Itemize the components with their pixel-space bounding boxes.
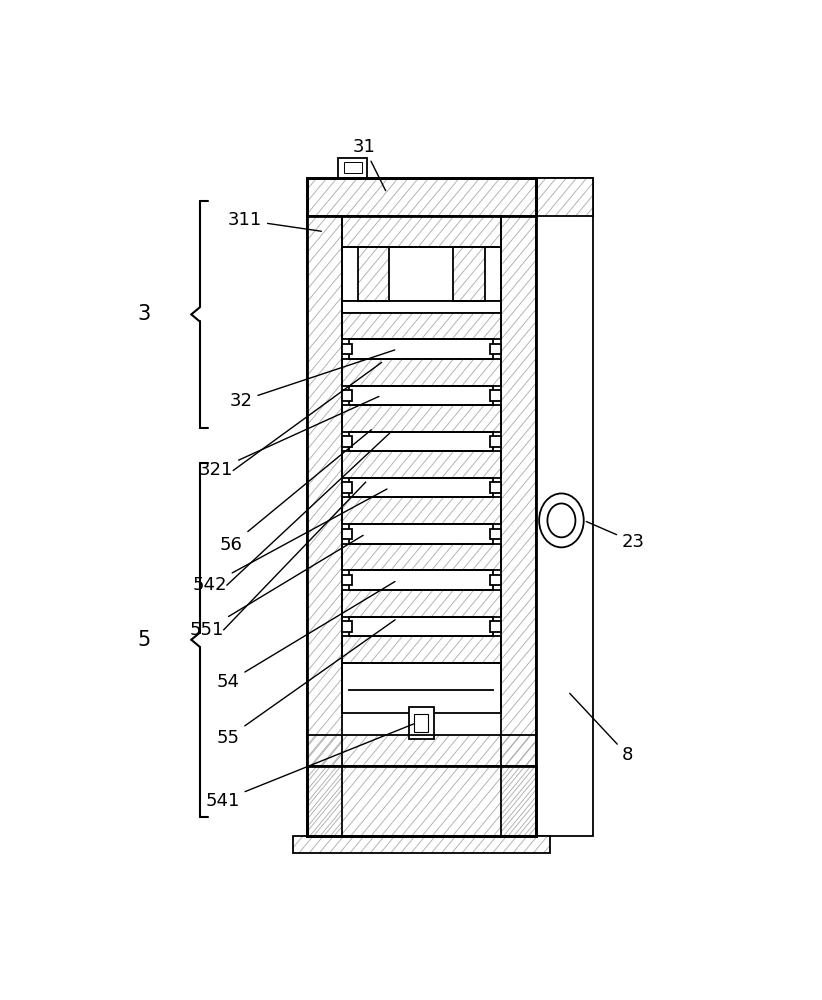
Bar	[342, 313, 501, 339]
Circle shape	[547, 503, 575, 537]
Bar	[349, 617, 493, 636]
Bar	[414, 714, 428, 732]
Circle shape	[539, 493, 584, 547]
Bar	[342, 313, 501, 339]
Bar	[307, 766, 536, 836]
Bar	[358, 247, 390, 301]
Bar	[342, 301, 501, 313]
Bar	[490, 344, 501, 354]
Bar	[490, 390, 501, 401]
Bar	[536, 178, 593, 836]
Bar	[349, 478, 493, 497]
Bar	[342, 590, 501, 617]
Text: 551: 551	[189, 535, 363, 639]
Bar	[307, 178, 536, 216]
Bar	[307, 766, 536, 836]
Text: 3: 3	[137, 304, 150, 324]
Text: 56: 56	[220, 430, 372, 554]
Bar	[490, 529, 501, 539]
Text: 32: 32	[229, 350, 395, 410]
Bar	[342, 405, 501, 432]
Bar	[342, 216, 501, 247]
Bar	[342, 436, 353, 447]
Text: 23: 23	[586, 522, 645, 551]
Bar	[293, 836, 550, 853]
Bar	[344, 162, 362, 173]
Text: 54: 54	[217, 582, 395, 691]
Bar	[342, 621, 353, 632]
Bar	[342, 451, 501, 478]
Text: 55: 55	[217, 620, 395, 747]
Bar	[536, 178, 593, 216]
Bar	[453, 247, 485, 301]
Bar	[342, 390, 353, 401]
Bar	[342, 590, 501, 617]
Bar	[490, 621, 501, 632]
Bar	[307, 735, 536, 766]
Bar	[342, 497, 501, 524]
Bar	[349, 524, 493, 544]
Bar	[342, 451, 501, 478]
Bar	[339, 158, 367, 178]
Bar	[342, 344, 353, 354]
Bar	[342, 497, 501, 524]
Bar	[342, 482, 353, 493]
Bar	[409, 707, 434, 739]
Bar	[307, 178, 536, 836]
Text: 542: 542	[192, 489, 387, 594]
Bar	[342, 529, 353, 539]
Bar	[501, 216, 536, 836]
Bar	[490, 436, 501, 447]
Bar	[342, 636, 501, 663]
Bar	[342, 216, 501, 247]
Bar	[342, 247, 501, 301]
Text: 321: 321	[199, 396, 379, 479]
Bar	[342, 359, 501, 386]
Bar	[342, 636, 501, 663]
Bar	[307, 216, 342, 836]
Bar	[358, 247, 390, 301]
Text: 8: 8	[570, 693, 633, 764]
Bar	[307, 735, 536, 766]
Bar	[349, 386, 493, 405]
Bar	[349, 432, 493, 451]
Bar	[342, 359, 501, 386]
Bar	[349, 339, 493, 359]
Bar	[453, 247, 485, 301]
Bar	[342, 663, 501, 713]
Bar	[490, 482, 501, 493]
Bar	[342, 405, 501, 432]
Bar	[307, 216, 342, 836]
Bar	[536, 178, 593, 216]
Bar	[490, 575, 501, 585]
Text: 541: 541	[206, 724, 413, 810]
Bar	[342, 544, 501, 570]
Text: 31: 31	[353, 138, 386, 191]
Bar	[342, 575, 353, 585]
Text: 5: 5	[137, 630, 150, 650]
Bar	[342, 544, 501, 570]
Bar	[293, 836, 550, 853]
Bar	[501, 216, 536, 836]
Bar	[307, 178, 536, 216]
Text: 311: 311	[228, 211, 321, 231]
Bar	[349, 570, 493, 590]
